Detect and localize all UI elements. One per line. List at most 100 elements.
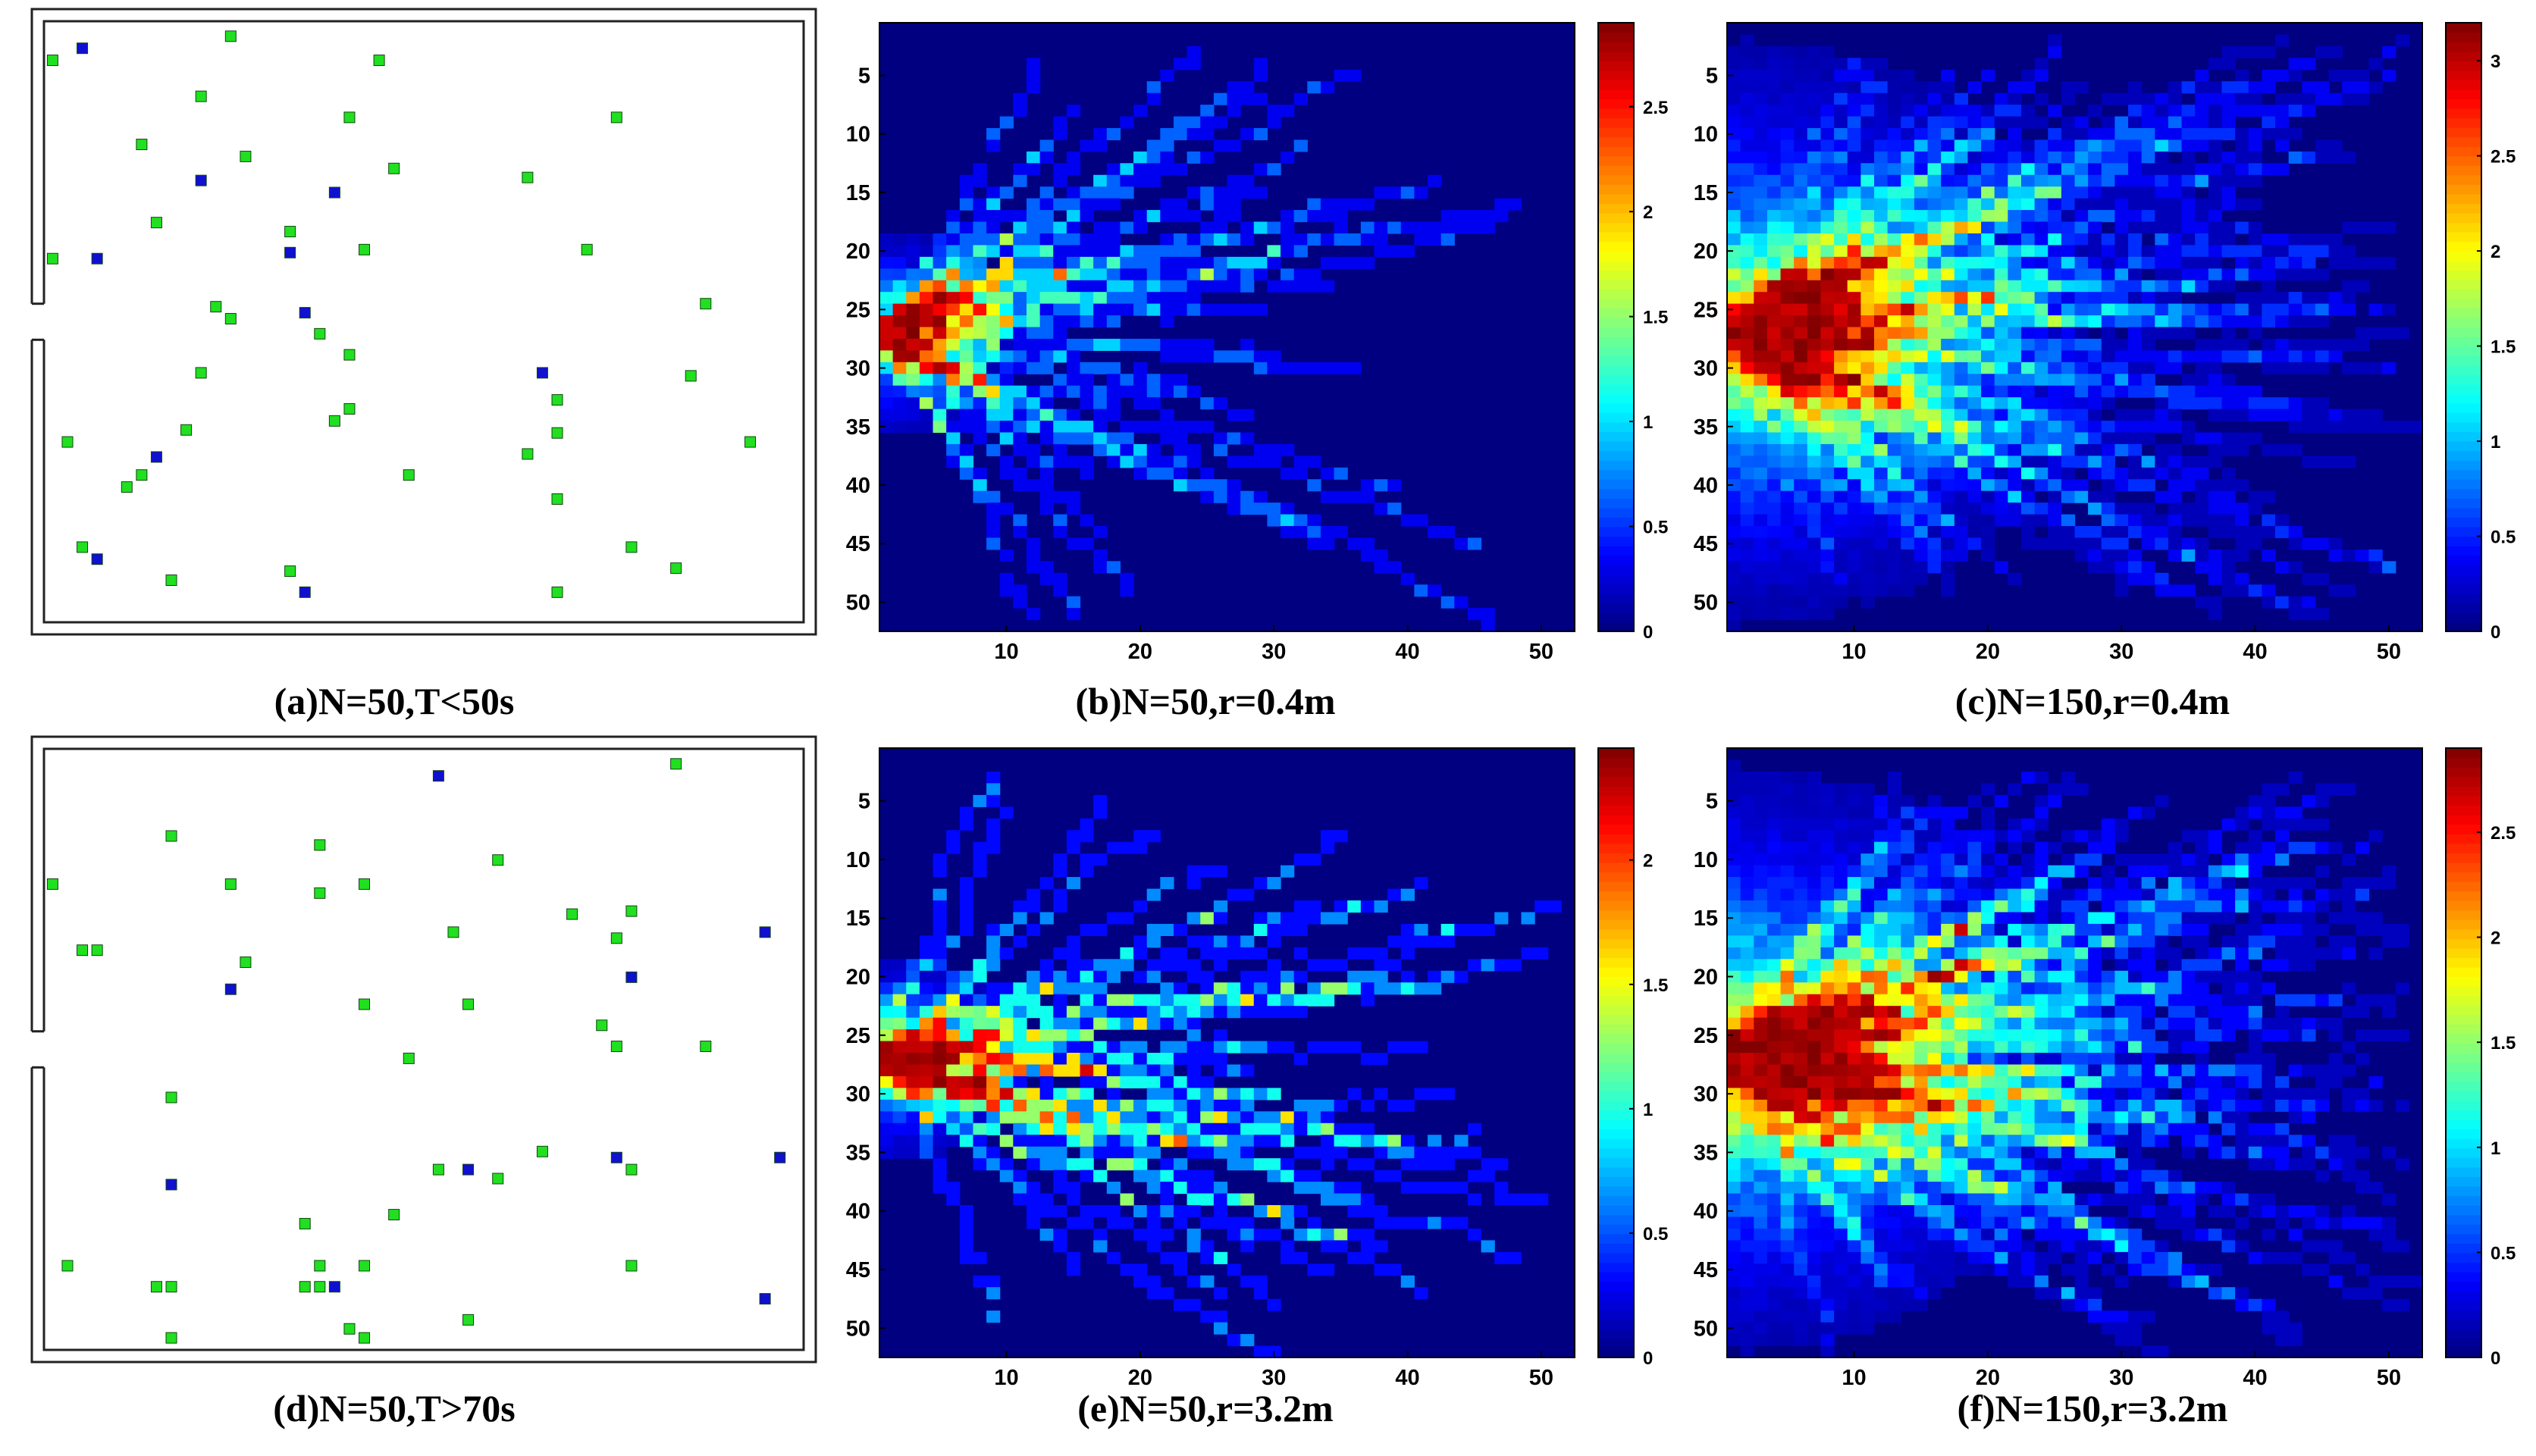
heatmap-cell <box>906 374 920 387</box>
heatmap-cell <box>1320 1182 1335 1195</box>
heatmap-cell <box>946 409 961 421</box>
heatmap-cell <box>1860 1017 1875 1030</box>
heatmap-cell <box>1927 537 1942 550</box>
heatmap-cell <box>2181 186 2196 199</box>
heatmap-cell <box>1093 1064 1108 1077</box>
colorbar-segment <box>1598 1205 1634 1216</box>
heatmap-cell <box>2288 537 2302 550</box>
heatmap-cell <box>2248 256 2262 269</box>
heatmap-cell <box>2141 970 2155 983</box>
heatmap-cell <box>1807 116 1822 129</box>
colorbar-segment <box>1598 526 1634 537</box>
heatmap-cell <box>2195 514 2209 527</box>
heatmap-cell <box>1994 268 2008 281</box>
heatmap-cell <box>1794 549 1808 562</box>
heatmap-cell <box>2141 1029 2155 1042</box>
heatmap-cell <box>1053 443 1067 456</box>
heatmap-cell <box>2288 443 2302 456</box>
colorbar-segment <box>2446 584 2481 594</box>
heatmap-cell <box>1914 467 1929 480</box>
heatmap-cell <box>2208 503 2223 515</box>
heatmap-cell <box>2155 994 2169 1007</box>
heatmap-cell <box>1240 186 1255 199</box>
heatmap-cell <box>999 362 1014 374</box>
heatmap-cell <box>1481 210 1495 223</box>
heatmap-cell <box>1766 256 1782 269</box>
heatmap-cell <box>919 1123 934 1135</box>
heatmap-cell <box>1901 514 1915 527</box>
heatmap-cell <box>1253 970 1268 983</box>
heatmap-cell <box>1227 947 1241 960</box>
heatmap-cell <box>2302 421 2316 434</box>
heatmap-cell <box>1267 877 1281 890</box>
heatmap-cell <box>1400 970 1415 983</box>
heatmap-cell <box>2208 116 2223 129</box>
heatmap-cell <box>1754 245 1768 258</box>
heatmap-cell <box>2128 970 2143 983</box>
heatmap-cell <box>2155 853 2169 866</box>
heatmap-cell <box>2034 806 2049 819</box>
heatmap-cell <box>1240 970 1255 983</box>
heatmap-cell <box>1820 58 1835 70</box>
heatmap-cell <box>1967 1006 1982 1019</box>
heatmap-cell <box>1927 818 1942 831</box>
heatmap-cell <box>1173 456 1188 468</box>
heatmap-cell <box>2008 923 2022 936</box>
heatmap-cell <box>1213 947 1228 960</box>
heatmap-cell <box>2302 794 2316 807</box>
heatmap-cell <box>2262 1029 2276 1042</box>
heatmap-cell <box>2141 432 2155 445</box>
heatmap-cell <box>933 935 947 948</box>
heatmap-cell <box>906 280 920 293</box>
heatmap-cell <box>1740 1053 1754 1066</box>
heatmap-cell <box>1727 69 1741 82</box>
heatmap-cell <box>2034 865 2049 878</box>
heatmap-cell <box>986 327 1001 340</box>
heatmap-cell <box>973 959 987 972</box>
heatmap-cell <box>1914 1053 1929 1066</box>
heatmap-cell <box>2074 1053 2089 1066</box>
heatmap-cell <box>1013 233 1027 246</box>
heatmap-cell <box>1227 935 1241 948</box>
heatmap-cell <box>2141 959 2155 972</box>
heatmap-cell <box>933 959 947 972</box>
heatmap-cell <box>1780 432 1795 445</box>
heatmap-cell <box>1847 994 1861 1007</box>
heatmap-cell <box>1954 830 1969 843</box>
colorbar-segment <box>1598 441 1634 452</box>
heatmap-cell <box>2020 397 2036 410</box>
heatmap-cell <box>2061 92 2076 105</box>
blue-agent-marker <box>610 1151 622 1163</box>
colorbar-segment <box>2446 99 2481 109</box>
heatmap-cell <box>1160 1182 1174 1195</box>
heatmap-cell <box>1106 912 1121 925</box>
heatmap-cell <box>1387 245 1402 258</box>
heatmap-cell <box>2262 900 2276 913</box>
heatmap-cell <box>1227 490 1241 503</box>
heatmap-cell <box>2088 982 2102 995</box>
heatmap-cell <box>1293 1182 1308 1195</box>
heatmap-cell <box>2368 327 2383 340</box>
heatmap-cell <box>2262 315 2276 328</box>
heatmap-cell <box>2288 1017 2302 1030</box>
heatmap-cell <box>2020 116 2036 129</box>
heatmap-cell <box>2409 421 2423 434</box>
heatmap-cell <box>1834 327 1848 340</box>
heatmap-cell <box>1186 58 1201 70</box>
heatmap-cell <box>1766 549 1782 562</box>
heatmap-cell <box>1120 1064 1134 1077</box>
heatmap-cell <box>1873 900 1889 913</box>
colorbar-segment <box>1598 1281 1634 1292</box>
heatmap-cell <box>1860 877 1875 890</box>
heatmap-cell <box>1727 947 1741 960</box>
heatmap-cell <box>2208 608 2223 621</box>
heatmap-cell <box>1887 409 1901 421</box>
heatmap-cell <box>2141 245 2155 258</box>
heatmap-cell <box>2262 584 2276 597</box>
heatmap-cell <box>2328 888 2343 901</box>
heatmap-cell <box>1941 69 1955 82</box>
heatmap-cell <box>1374 549 1388 562</box>
green-agent-marker <box>492 1173 504 1185</box>
heatmap-cell <box>1066 303 1081 316</box>
heatmap-cell <box>2328 92 2343 105</box>
